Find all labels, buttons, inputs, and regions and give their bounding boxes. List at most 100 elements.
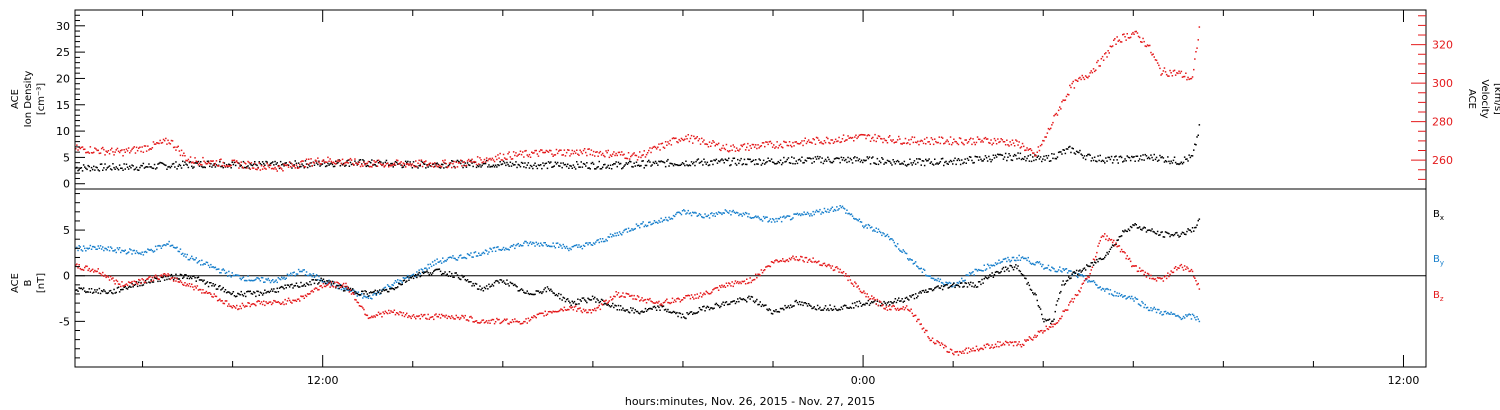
- data-point-bz: [252, 303, 255, 305]
- data-point-bx: [265, 292, 267, 294]
- data-point-bz: [948, 351, 951, 353]
- data-point-density: [929, 162, 931, 164]
- data-point-by: [1120, 294, 1123, 296]
- data-point-bz: [79, 267, 81, 270]
- data-point-velocity: [622, 154, 624, 156]
- data-point-by: [1119, 295, 1122, 297]
- data-point-velocity: [804, 137, 806, 139]
- data-point-density: [202, 166, 204, 169]
- data-point-bx: [549, 289, 551, 292]
- data-point-velocity: [314, 159, 317, 161]
- data-point-bx: [889, 304, 891, 306]
- data-point-bz: [821, 264, 823, 267]
- data-point-by: [121, 249, 123, 252]
- data-point-velocity: [562, 154, 564, 156]
- data-point-bx: [1196, 224, 1198, 226]
- data-point-by: [868, 224, 871, 227]
- data-point-density: [1188, 154, 1190, 156]
- data-point-bz: [890, 308, 892, 311]
- data-point-bx: [240, 290, 242, 293]
- data-point-density: [549, 162, 551, 164]
- data-point-bx: [815, 308, 818, 311]
- data-point-density: [84, 166, 86, 168]
- data-point-bz: [758, 273, 760, 276]
- data-point-density: [210, 163, 212, 165]
- data-point-bz: [158, 278, 160, 280]
- data-point-density: [913, 160, 916, 162]
- data-point-bz: [286, 300, 289, 302]
- data-point-bx: [257, 290, 259, 293]
- data-point-density: [338, 159, 340, 161]
- data-point-density: [161, 162, 164, 164]
- data-point-bz: [1127, 258, 1130, 260]
- data-point-velocity: [923, 138, 926, 140]
- data-point-by: [931, 277, 934, 280]
- data-point-bx: [899, 300, 901, 302]
- data-point-density: [1119, 155, 1122, 158]
- data-point-bz: [740, 282, 742, 285]
- data-point-by: [748, 213, 750, 215]
- data-point-velocity: [439, 165, 442, 167]
- data-point-velocity: [240, 161, 242, 163]
- data-point-velocity: [813, 138, 815, 141]
- data-point-density: [187, 166, 190, 169]
- data-point-by: [442, 257, 444, 259]
- data-point-density: [582, 162, 585, 165]
- data-point-velocity: [322, 159, 325, 161]
- data-point-by: [822, 212, 825, 214]
- data-point-velocity: [1030, 149, 1033, 152]
- data-point-bz: [210, 293, 212, 295]
- data-point-bx: [957, 284, 960, 287]
- data-point-velocity: [86, 151, 88, 154]
- data-point-density: [270, 162, 273, 164]
- data-point-bz: [536, 313, 539, 316]
- data-point-velocity: [890, 139, 892, 141]
- data-point-by: [125, 253, 128, 255]
- data-point-velocity: [867, 134, 870, 136]
- data-point-density: [91, 168, 94, 171]
- data-point-velocity: [162, 138, 165, 141]
- data-point-velocity: [1131, 33, 1133, 35]
- data-point-velocity: [1078, 77, 1080, 80]
- data-point-bx: [349, 287, 352, 290]
- data-point-density: [448, 163, 451, 166]
- data-point-bz: [311, 289, 313, 292]
- data-point-bz: [254, 303, 256, 306]
- data-point-velocity: [546, 150, 549, 153]
- data-point-bx: [551, 290, 553, 292]
- data-point-velocity: [96, 149, 98, 152]
- data-point-bx: [941, 288, 944, 291]
- data-point-by: [365, 296, 367, 299]
- data-point-bx: [1047, 319, 1050, 321]
- data-point-bx: [966, 286, 969, 288]
- data-point-density: [583, 163, 586, 165]
- data-point-density: [250, 164, 253, 166]
- data-point-by: [1021, 256, 1024, 258]
- data-point-velocity: [950, 143, 953, 146]
- data-point-bz: [216, 299, 219, 302]
- data-point-density: [837, 157, 839, 159]
- data-point-by: [1057, 269, 1060, 271]
- data-point-by: [574, 244, 577, 247]
- data-point-bz: [294, 299, 296, 302]
- data-point-by: [1162, 313, 1165, 316]
- data-point-by: [124, 249, 126, 251]
- data-point-by: [732, 209, 734, 212]
- data-point-bx: [984, 276, 987, 278]
- data-point-bx: [1149, 229, 1151, 231]
- data-point-bz: [1055, 322, 1058, 325]
- data-point-velocity: [753, 146, 756, 148]
- data-point-by: [225, 271, 228, 274]
- data-point-bx: [752, 300, 755, 302]
- data-point-velocity: [644, 156, 647, 158]
- data-point-velocity: [600, 154, 603, 156]
- data-point-density: [252, 163, 255, 166]
- data-point-bx: [183, 276, 185, 278]
- data-point-bx: [415, 274, 417, 276]
- data-point-bz: [864, 292, 866, 295]
- data-point-bx: [282, 286, 284, 289]
- data-point-bx: [972, 282, 974, 284]
- data-point-velocity: [1048, 128, 1051, 131]
- data-point-bx: [220, 289, 222, 291]
- data-point-bz: [661, 304, 664, 306]
